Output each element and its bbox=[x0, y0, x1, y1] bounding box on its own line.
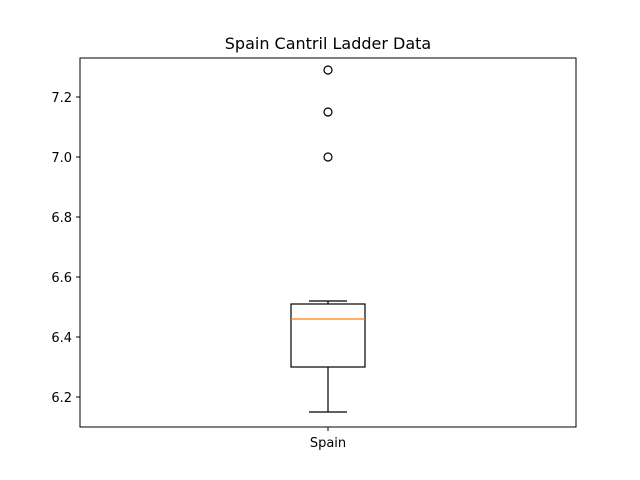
y-tick-label: 6.4 bbox=[51, 331, 72, 346]
x-axis: Spain bbox=[310, 427, 346, 451]
y-tick-label: 6.2 bbox=[51, 391, 72, 406]
outlier-point bbox=[323, 107, 333, 117]
outlier-point bbox=[323, 152, 333, 162]
x-tick-label: Spain bbox=[310, 436, 346, 451]
y-tick-label: 7.2 bbox=[51, 91, 72, 106]
y-tick-label: 6.6 bbox=[51, 271, 72, 286]
chart-title: Spain Cantril Ladder Data bbox=[225, 34, 431, 53]
plot-area bbox=[290, 65, 366, 413]
y-axis: 6.2 6.4 6.6 6.8 7.0 7.2 bbox=[51, 91, 80, 406]
iqr-box bbox=[290, 303, 366, 368]
outlier-point bbox=[323, 65, 333, 75]
y-tick-label: 6.8 bbox=[51, 211, 72, 226]
y-tick-label: 7.0 bbox=[51, 151, 72, 166]
